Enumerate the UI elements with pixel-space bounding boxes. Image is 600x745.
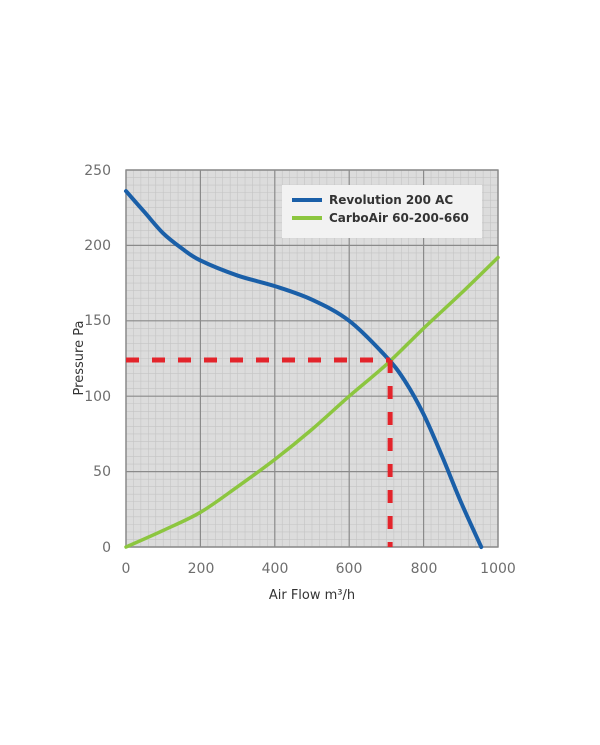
y-axis-label: Pressure Pa — [72, 321, 87, 396]
x-tick-label: 400 — [262, 561, 289, 577]
x-tick-label: 1000 — [480, 561, 516, 577]
y-tick-label: 0 — [102, 540, 111, 556]
legend-label-revolution: Revolution 200 AC — [329, 193, 453, 207]
series-line-carboair — [124, 255, 500, 549]
x-tick-label: 800 — [411, 561, 438, 577]
x-axis-ticks: 0 200 400 600 800 1000 — [122, 561, 516, 577]
legend-label-carboair: CarboAir 60-200-660 — [329, 211, 469, 225]
x-tick-label: 600 — [336, 561, 363, 577]
y-tick-label: 150 — [84, 313, 111, 329]
y-axis-ticks: 0 50 100 150 200 250 — [84, 163, 111, 556]
x-axis-label: Air Flow m³/h — [269, 588, 355, 603]
x-tick-label: 200 — [188, 561, 215, 577]
y-tick-label: 50 — [93, 464, 111, 480]
series-line-revolution — [124, 189, 484, 549]
x-tick-label: 0 — [122, 561, 131, 577]
legend-box — [282, 185, 482, 238]
legend: Revolution 200 AC CarboAir 60-200-660 — [282, 185, 482, 238]
y-tick-label: 100 — [84, 389, 111, 405]
y-tick-label: 200 — [84, 238, 111, 254]
y-tick-label: 250 — [84, 163, 111, 179]
